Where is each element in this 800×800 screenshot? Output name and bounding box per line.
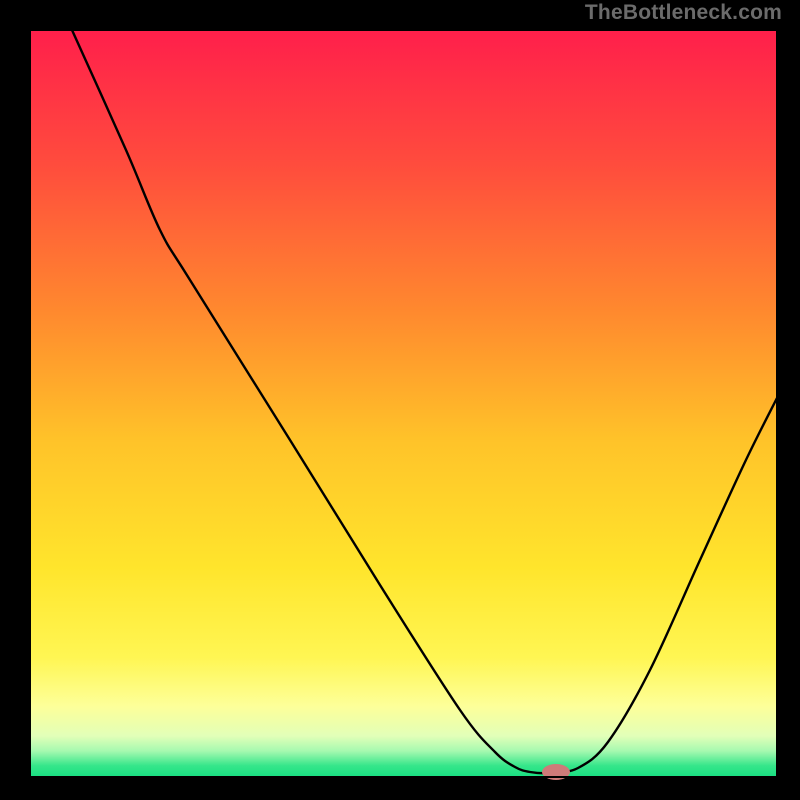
watermark-text: TheBottleneck.com xyxy=(585,1,782,25)
plot-area xyxy=(30,30,777,780)
chart-frame: TheBottleneck.com xyxy=(0,0,800,800)
gradient-fill xyxy=(30,30,777,777)
chart-svg xyxy=(0,0,800,800)
